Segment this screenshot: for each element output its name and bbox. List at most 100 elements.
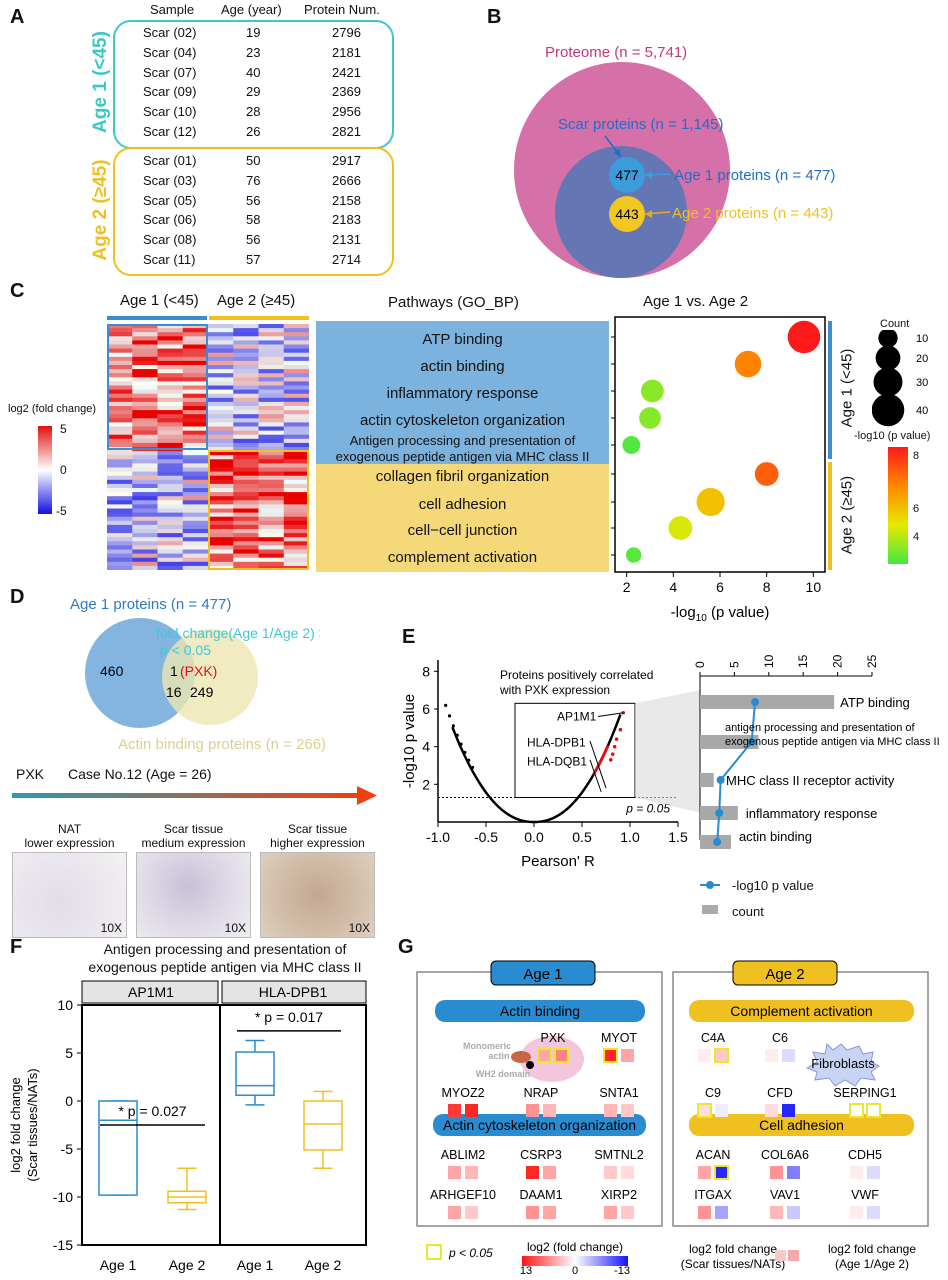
heat-cell	[157, 418, 184, 423]
heat-cell	[283, 488, 309, 493]
volcano-ytick-label: 6	[422, 701, 430, 717]
heat-cell	[157, 463, 184, 468]
heat-cell	[107, 422, 133, 427]
heat-cell	[132, 475, 158, 481]
g-gene-label: CSRP3	[520, 1148, 562, 1162]
g-cell-age	[554, 1048, 569, 1063]
heat-cell	[233, 479, 259, 485]
count-legend-dot	[878, 330, 898, 348]
heat-cell	[208, 352, 234, 358]
heat-cell	[233, 512, 259, 518]
e-legend-marks	[700, 881, 720, 914]
heat-cell	[233, 537, 259, 542]
heat-cell	[208, 426, 234, 432]
group2-label: Age 2 (≥45)	[90, 159, 111, 261]
heat-cell	[233, 442, 259, 448]
heat-cell	[182, 504, 209, 509]
heat-cell	[157, 340, 184, 345]
heat-cell	[107, 541, 133, 546]
heat-cell	[258, 533, 285, 538]
g-legend-tick: 0	[572, 1265, 578, 1276]
box-xlabel: Age 1	[100, 1257, 137, 1273]
g-cell-age	[867, 1166, 880, 1179]
count-title: Count	[880, 318, 910, 330]
dot-point	[625, 547, 642, 563]
heat-cell	[182, 479, 209, 485]
heat-cell	[132, 430, 158, 436]
heat-cell	[157, 397, 184, 403]
heat-cell	[157, 344, 184, 350]
heat-cell	[283, 561, 309, 567]
g-cell-age	[465, 1206, 478, 1219]
heat-cell	[258, 463, 285, 468]
heat-cell	[233, 463, 259, 468]
heat-cell	[208, 516, 234, 522]
panel-g: Age 1 Age 2 Actin binding Actin cytoskeleto…	[416, 960, 929, 1276]
heat-cell	[283, 430, 309, 436]
heat-cell	[283, 496, 309, 501]
g-age1-tag	[490, 960, 596, 986]
heat-cell	[233, 385, 259, 391]
heat-cell	[132, 369, 158, 374]
volcano-point	[470, 765, 475, 770]
heat-cell	[208, 500, 234, 505]
heat-cell	[258, 381, 285, 386]
heat-cell	[283, 365, 309, 370]
heat-cell	[157, 401, 184, 407]
heat-cell	[182, 344, 209, 350]
g-cell-scar	[537, 1048, 552, 1063]
heat-cell	[258, 422, 285, 427]
g-cell-scar	[850, 1206, 863, 1219]
thumb-subtitle: medium expression	[141, 836, 246, 850]
bar-label: antigen processing and presentation of	[725, 722, 916, 734]
heat-cell	[132, 471, 158, 477]
sample-cell: Scar (03)	[143, 172, 197, 188]
g-cell-age	[714, 1048, 729, 1063]
heat-cell	[132, 529, 158, 534]
box-xlabel: Age 2	[169, 1257, 206, 1273]
age2-label: Age 2 proteins (n = 443)	[672, 205, 833, 222]
heat-cell	[258, 356, 285, 362]
g-cell-scar	[850, 1166, 863, 1179]
heat-cell	[283, 537, 309, 542]
heat-cell	[157, 492, 184, 497]
header-age: Age (year)	[221, 2, 282, 17]
heat-cell	[283, 369, 309, 374]
heat-cell	[107, 340, 133, 345]
heat-cell	[258, 430, 285, 436]
heat-cell	[157, 504, 184, 509]
heat-cell	[132, 565, 158, 570]
g-legend-title: log2 (fold change)	[527, 1240, 623, 1254]
box-ylabel2: (Scar tissues/NATs)	[25, 1068, 40, 1181]
side-bar-age2	[828, 462, 832, 570]
heat-cell	[132, 434, 158, 440]
heat-cell	[107, 467, 133, 473]
heat-cell	[132, 520, 158, 526]
heat-cell	[208, 459, 234, 464]
g-cell-scar	[448, 1104, 461, 1117]
heat-cell	[258, 471, 285, 477]
panel-label-b: B	[487, 6, 502, 28]
heat-cell	[283, 397, 309, 403]
heat-cell	[208, 442, 234, 448]
bar-tick-label: 0	[693, 661, 707, 668]
heat-cell	[283, 504, 309, 509]
bar-tick-label: 15	[796, 654, 810, 668]
heatmap	[107, 324, 309, 570]
heat-legend-title: log2 (fold change)	[8, 403, 97, 415]
dot-point	[639, 407, 661, 429]
age-cell: 57	[246, 252, 261, 267]
heat-cell	[233, 467, 259, 473]
heat-cell	[258, 418, 285, 423]
g-gene-label: NRAP	[524, 1086, 559, 1100]
age-cell: 19	[246, 25, 261, 40]
g-monomeric-label: Monomeric	[463, 1041, 511, 1051]
panel-b-venn: Proteome (n = 5,741) Scar proteins (n = …	[514, 44, 835, 278]
heat-cell	[233, 488, 259, 493]
heat-cell	[182, 524, 209, 530]
heat-cell	[283, 410, 309, 415]
heat-cell	[157, 524, 184, 530]
heat-cell	[283, 451, 309, 456]
heat-cell	[283, 557, 309, 563]
g-cell-age	[621, 1166, 634, 1179]
